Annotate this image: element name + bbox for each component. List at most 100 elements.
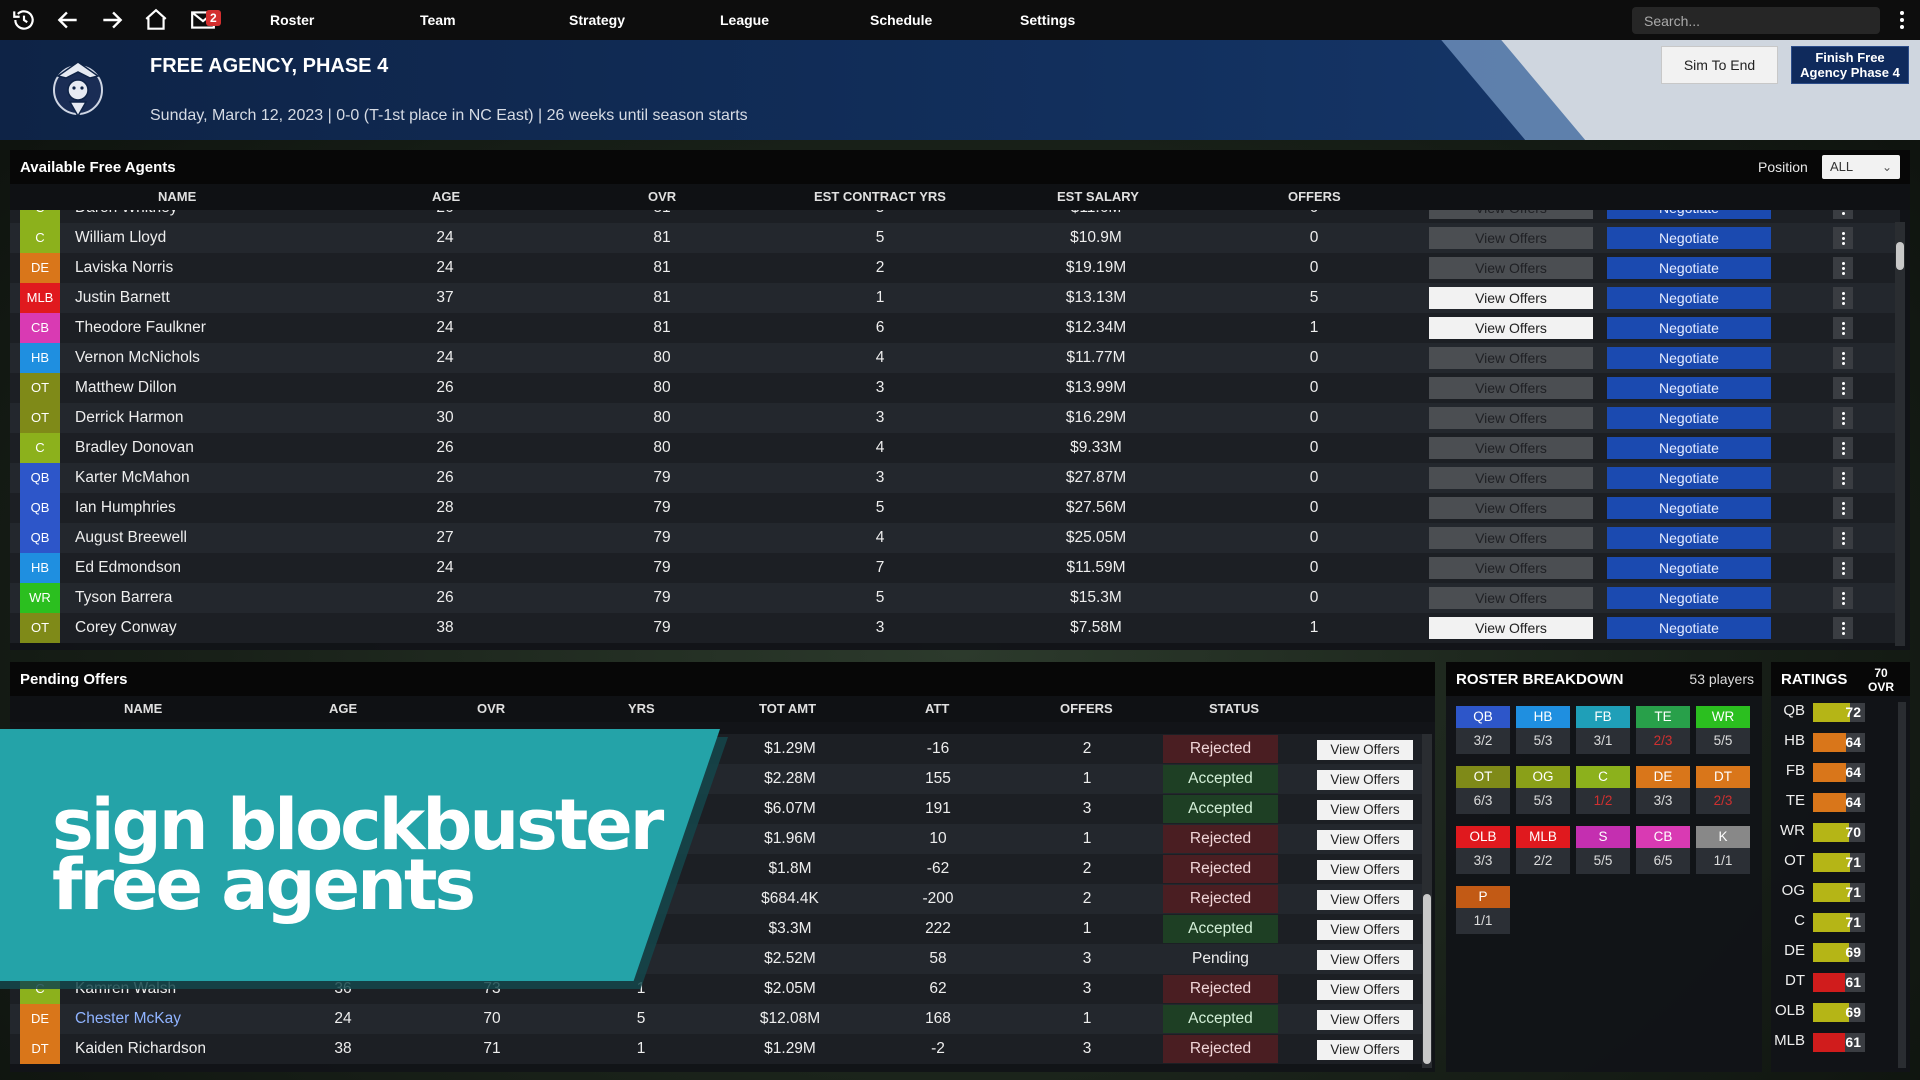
view-offers-button[interactable]: View Offers [1429, 377, 1593, 399]
table-row[interactable]: WR Tyson Barrera 26 79 5 $15.3M 0 View Offers Ne… [10, 583, 1900, 613]
row-menu-icon[interactable] [1833, 377, 1853, 399]
view-offers-button[interactable]: View Offers [1429, 497, 1593, 519]
back-arrow-icon[interactable] [46, 0, 90, 40]
table-row[interactable]: QB August Breewell 27 79 4 $25.05M 0 View Offer… [10, 523, 1900, 553]
negotiate-button[interactable]: Negotiate [1607, 227, 1771, 249]
scrollbar-thumb[interactable] [1423, 894, 1431, 1064]
roster-position-cell[interactable]: MLB 2/2 [1516, 826, 1570, 874]
row-menu-icon[interactable] [1833, 437, 1853, 459]
table-row[interactable]: DT Kaiden Richardson 38 71 1 $1.29M -2 3 Rejecte… [10, 1034, 1425, 1064]
row-menu-icon[interactable] [1833, 257, 1853, 279]
player-name[interactable]: Kaiden Richardson [75, 1040, 206, 1057]
player-name[interactable]: William Lloyd [75, 229, 167, 246]
view-offers-button[interactable]: View Offers [1429, 347, 1593, 369]
negotiate-button[interactable]: Negotiate [1607, 587, 1771, 609]
row-menu-icon[interactable] [1833, 557, 1853, 579]
col-name[interactable]: NAME [124, 701, 163, 716]
row-menu-icon[interactable] [1833, 317, 1853, 339]
negotiate-button[interactable]: Negotiate [1607, 287, 1771, 309]
row-menu-icon[interactable] [1833, 210, 1853, 219]
col-ovr[interactable]: OVR [648, 189, 677, 204]
forward-arrow-icon[interactable] [90, 0, 134, 40]
view-offers-button[interactable]: View Offers [1429, 257, 1593, 279]
negotiate-button[interactable]: Negotiate [1607, 437, 1771, 459]
home-icon[interactable] [134, 0, 178, 40]
negotiate-button[interactable]: Negotiate [1607, 467, 1771, 489]
player-name[interactable]: Laviska Norris [75, 259, 174, 276]
table-row[interactable]: CB Theodore Faulkner 24 81 6 $12.34M 1 View Off… [10, 313, 1900, 343]
mail-icon[interactable]: 2 [178, 0, 228, 40]
free-agents-scrollbar[interactable] [1895, 222, 1905, 646]
player-name[interactable]: Ed Edmondson [75, 559, 181, 576]
scrollbar-thumb[interactable] [1896, 242, 1904, 270]
row-menu-icon[interactable] [1833, 467, 1853, 489]
finish-phase-button[interactable]: Finish Free Agency Phase 4 [1791, 46, 1909, 84]
roster-position-cell[interactable]: FB 3/1 [1576, 706, 1630, 754]
view-offers-button[interactable]: View Offers [1317, 950, 1413, 970]
table-row[interactable]: HB Ed Edmondson 24 79 7 $11.59M 0 View Offers Ne… [10, 553, 1900, 583]
player-name[interactable]: Chester McKay [75, 1010, 181, 1027]
nav-league[interactable]: League [720, 12, 770, 28]
player-name[interactable]: Theodore Faulkner [75, 319, 206, 336]
table-row[interactable]: DE Chester McKay 24 70 5 $12.08M 168 1 Accepted V… [10, 1004, 1425, 1034]
col-offers[interactable]: OFFERS [1060, 701, 1113, 716]
row-menu-icon[interactable] [1833, 617, 1853, 639]
col-status[interactable]: STATUS [1209, 701, 1260, 716]
view-offers-button[interactable]: View Offers [1429, 467, 1593, 489]
view-offers-button[interactable]: View Offers [1429, 617, 1593, 639]
search-input[interactable] [1632, 7, 1880, 34]
sim-to-end-button[interactable]: Sim To End [1661, 46, 1778, 84]
roster-position-cell[interactable]: CB 6/5 [1636, 826, 1690, 874]
negotiate-button[interactable]: Negotiate [1607, 617, 1771, 639]
view-offers-button[interactable]: View Offers [1317, 890, 1413, 910]
view-offers-button[interactable]: View Offers [1429, 587, 1593, 609]
player-name[interactable]: Corey Conway [75, 619, 177, 636]
row-menu-icon[interactable] [1833, 287, 1853, 309]
player-name[interactable]: August Breewell [75, 529, 188, 546]
player-name[interactable]: Tyson Barrera [75, 589, 173, 606]
roster-position-cell[interactable]: K 1/1 [1696, 826, 1750, 874]
col-age[interactable]: AGE [432, 189, 461, 204]
roster-position-cell[interactable]: S 5/5 [1576, 826, 1630, 874]
view-offers-button[interactable]: View Offers [1317, 980, 1413, 1000]
col-name[interactable]: NAME [158, 189, 197, 204]
row-menu-icon[interactable] [1833, 527, 1853, 549]
row-menu-icon[interactable] [1833, 227, 1853, 249]
view-offers-button[interactable]: View Offers [1429, 407, 1593, 429]
view-offers-button[interactable]: View Offers [1317, 770, 1413, 790]
view-offers-button[interactable]: View Offers [1317, 860, 1413, 880]
row-menu-icon[interactable] [1833, 587, 1853, 609]
view-offers-button[interactable]: View Offers [1429, 557, 1593, 579]
negotiate-button[interactable]: Negotiate [1607, 257, 1771, 279]
view-offers-button[interactable]: View Offers [1317, 1040, 1413, 1060]
pending-offers-scrollbar[interactable] [1422, 734, 1432, 1068]
roster-position-cell[interactable]: DT 2/3 [1696, 766, 1750, 814]
negotiate-button[interactable]: Negotiate [1607, 557, 1771, 579]
col-att[interactable]: ATT [925, 701, 950, 716]
view-offers-button[interactable]: View Offers [1429, 437, 1593, 459]
roster-position-cell[interactable]: P 1/1 [1456, 886, 1510, 934]
table-row[interactable]: C William Lloyd 24 81 5 $10.9M 0 View Offers Neg… [10, 223, 1900, 253]
negotiate-button[interactable]: Negotiate [1607, 377, 1771, 399]
player-name[interactable]: Ian Humphries [75, 499, 176, 516]
view-offers-button[interactable]: View Offers [1317, 920, 1413, 940]
view-offers-button[interactable]: View Offers [1317, 1010, 1413, 1030]
player-name[interactable]: Karter McMahon [75, 469, 190, 486]
ratings-scrollbar[interactable] [1898, 702, 1906, 1068]
col-yrs[interactable]: YRS [628, 701, 655, 716]
row-menu-icon[interactable] [1833, 407, 1853, 429]
negotiate-button[interactable]: Negotiate [1607, 347, 1771, 369]
nav-schedule[interactable]: Schedule [870, 12, 933, 28]
roster-position-cell[interactable]: OT 6/3 [1456, 766, 1510, 814]
roster-position-cell[interactable]: QB 3/2 [1456, 706, 1510, 754]
row-menu-icon[interactable] [1833, 347, 1853, 369]
table-row[interactable]: MLB Justin Barnett 37 81 1 $13.13M 5 View Offer… [10, 283, 1900, 313]
nav-roster[interactable]: Roster [270, 12, 315, 28]
nav-team[interactable]: Team [420, 12, 456, 28]
view-offers-button[interactable]: View Offers [1317, 800, 1413, 820]
table-row[interactable]: DE Laviska Norris 24 81 2 $19.19M 0 View Offers… [10, 253, 1900, 283]
table-row[interactable]: OT Derrick Harmon 30 80 3 $16.29M 0 View Offers… [10, 403, 1900, 433]
nav-strategy[interactable]: Strategy [569, 12, 626, 28]
player-name[interactable]: Justin Barnett [75, 289, 170, 306]
roster-position-cell[interactable]: TE 2/3 [1636, 706, 1690, 754]
